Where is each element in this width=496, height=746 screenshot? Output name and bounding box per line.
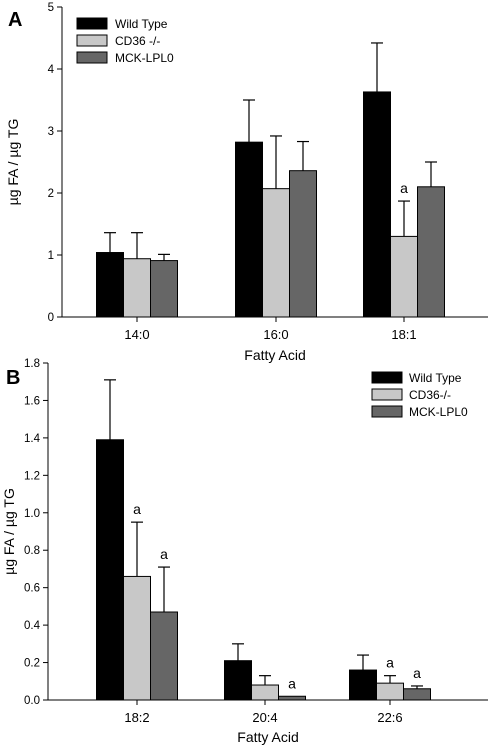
- y-tick-label: 0.2: [24, 658, 40, 670]
- x-axis-title: Fatty Acid: [237, 729, 298, 745]
- chart-panel-b: B 0.0 0.2 0.4 0.6 0.8 1.0 1.2 1.4 1.6 1.8 µg FA / µ…: [1, 358, 488, 745]
- significance-label: a: [288, 675, 296, 691]
- bar: [403, 688, 431, 701]
- y-tick-label: 0.8: [24, 545, 40, 557]
- legend-label: CD36-/-: [409, 388, 451, 402]
- y-axis-title: µg FA / µg TG: [5, 119, 21, 206]
- legend-label: Wild Type: [409, 371, 462, 385]
- panel-letter: B: [6, 367, 20, 389]
- x-tick-label: 22:6: [377, 710, 402, 725]
- bar: [349, 669, 377, 701]
- y-tick-label: 1: [48, 250, 54, 262]
- bar: [224, 660, 252, 701]
- legend: Wild Type CD36-/- MCK-LPL0: [371, 371, 468, 419]
- legend-swatch: [76, 34, 108, 47]
- panel-letter: A: [8, 9, 22, 31]
- significance-label: a: [400, 180, 408, 196]
- x-tick-label: 18:1: [391, 327, 416, 342]
- x-tick-label: 20:4: [252, 710, 277, 725]
- y-tick-label: 1.6: [24, 395, 40, 407]
- legend-label: MCK-LPL0: [409, 405, 468, 419]
- bar: [123, 575, 151, 701]
- significance-label: a: [160, 546, 168, 562]
- bar: [251, 684, 279, 701]
- legend-label: CD36 -/-: [115, 34, 160, 48]
- y-tick-label: 1.8: [24, 358, 40, 370]
- significance-label: a: [413, 665, 421, 681]
- legend-label: Wild Type: [115, 17, 168, 31]
- y-tick-label: 1.2: [24, 470, 40, 482]
- x-tick-label: 14:0: [124, 327, 149, 342]
- legend-swatch: [76, 17, 108, 30]
- bar: [289, 170, 317, 318]
- y-tick-label: 1.4: [24, 433, 41, 445]
- y-tick-label: 0.6: [24, 583, 40, 595]
- y-tick-label: 0.0: [24, 695, 40, 707]
- y-tick-label: 5: [48, 2, 54, 14]
- bar: [235, 141, 263, 318]
- bar: [417, 186, 445, 318]
- x-tick-label: 16:0: [263, 327, 288, 342]
- y-tick-label: 1.0: [24, 508, 40, 520]
- legend-swatch: [371, 388, 403, 401]
- y-tick-label: 3: [48, 126, 54, 138]
- bar: [150, 260, 178, 318]
- bar: [278, 695, 306, 701]
- bar: [262, 188, 290, 318]
- bar: [363, 91, 391, 318]
- y-axis-title: µg FA / µg TG: [1, 488, 17, 575]
- x-axis-title: Fatty Acid: [244, 347, 305, 363]
- bar: [150, 611, 178, 701]
- legend-label: MCK-LPL0: [115, 51, 174, 65]
- bar: [390, 235, 418, 318]
- legend-swatch: [371, 371, 403, 384]
- significance-label: a: [133, 501, 141, 517]
- y-tick-label: 0: [48, 312, 54, 324]
- x-tick-label: 18:2: [124, 710, 149, 725]
- y-tick-label: 0.4: [24, 620, 41, 632]
- chart-panel-a: A 0 1 2 3 4 5 µg FA / µg TG Fatty Acid 14:0 16:0 18…: [5, 2, 488, 363]
- legend-swatch: [371, 405, 403, 418]
- bar: [123, 258, 151, 318]
- legend-swatch: [76, 51, 108, 64]
- bar: [376, 682, 404, 701]
- significance-label: a: [386, 655, 394, 671]
- bar: [96, 252, 124, 318]
- y-tick-label: 2: [48, 188, 54, 200]
- bar: [96, 439, 124, 701]
- y-tick-label: 4: [48, 64, 55, 76]
- legend: Wild Type CD36 -/- MCK-LPL0: [76, 17, 174, 65]
